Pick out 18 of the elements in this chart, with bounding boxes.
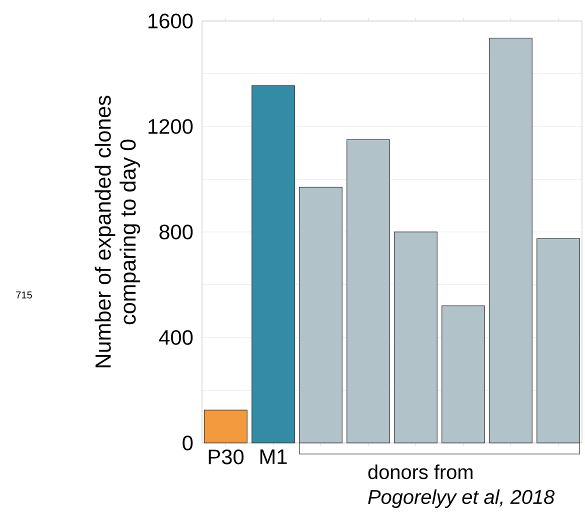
bar [346, 139, 390, 444]
x-tick-label: P30 [208, 450, 244, 464]
text: donors from Pogorelyy et al, 2018 [368, 464, 555, 508]
bar [536, 238, 580, 444]
bar [489, 38, 532, 444]
y-tick-label: 0 [182, 436, 193, 450]
y-tick-label: 800 [159, 224, 193, 240]
bar [394, 232, 438, 444]
y-axis-title: Number of expanded clones comparing to day 0 [94, 96, 140, 368]
bar [299, 186, 342, 444]
bar [252, 85, 295, 444]
text: 715 [16, 292, 32, 298]
y-tick-label: 400 [159, 330, 193, 345]
bar [204, 410, 248, 444]
y-tick-label: 1200 [148, 119, 193, 134]
y-tick-label: 1600 [148, 14, 193, 28]
bar [442, 306, 485, 444]
x-tick-label: M1 [260, 450, 287, 464]
